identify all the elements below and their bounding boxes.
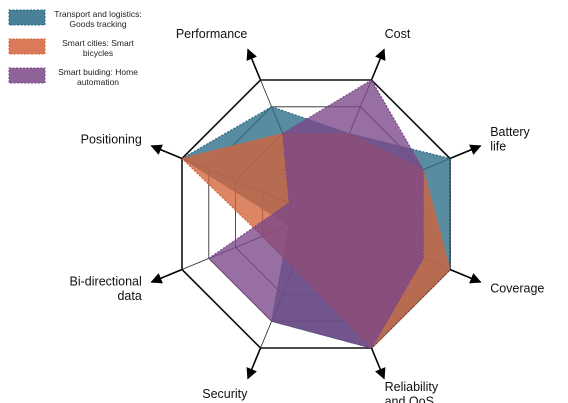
series-layer bbox=[180, 79, 451, 349]
axis-label-performance: Performance bbox=[176, 27, 248, 41]
axis-arrow-reliability bbox=[370, 347, 386, 380]
legend-label-3: Smart buiding: Home automation bbox=[58, 67, 138, 87]
axes-layer bbox=[150, 48, 482, 380]
axis-arrow-battery-life bbox=[449, 144, 482, 160]
axis-label-bidirectional: Bi-directional data bbox=[70, 274, 142, 303]
axis-label-security: Security bbox=[202, 387, 248, 401]
legend-label-1: Transport and logistics: Goods tracking bbox=[54, 9, 142, 29]
axis-label-battery-life: Battery life bbox=[490, 125, 530, 154]
axis-label-coverage: Coverage bbox=[490, 282, 544, 296]
axis-arrow-cost bbox=[370, 48, 386, 81]
axis-arrow-bidirectional bbox=[150, 268, 183, 284]
axis-arrow-coverage bbox=[449, 268, 482, 284]
legend: Transport and logistics: Goods tracking Sm… bbox=[8, 9, 142, 87]
legend-swatch-3 bbox=[8, 67, 46, 84]
axis-arrow-positioning bbox=[150, 144, 183, 160]
axis-arrow-performance bbox=[246, 48, 262, 81]
axis-labels: Performance Cost Battery life Coverage Reliab… bbox=[70, 27, 545, 403]
axis-arrow-security bbox=[246, 347, 262, 380]
legend-label-2: Smart cities: Smart bicycles bbox=[62, 38, 134, 58]
axis-label-reliability: Reliability and QoS bbox=[385, 380, 439, 403]
legend-swatch-1 bbox=[8, 9, 46, 26]
legend-swatch-2 bbox=[8, 38, 46, 55]
axis-label-cost: Cost bbox=[385, 27, 411, 41]
axis-label-positioning: Positioning bbox=[81, 132, 142, 146]
